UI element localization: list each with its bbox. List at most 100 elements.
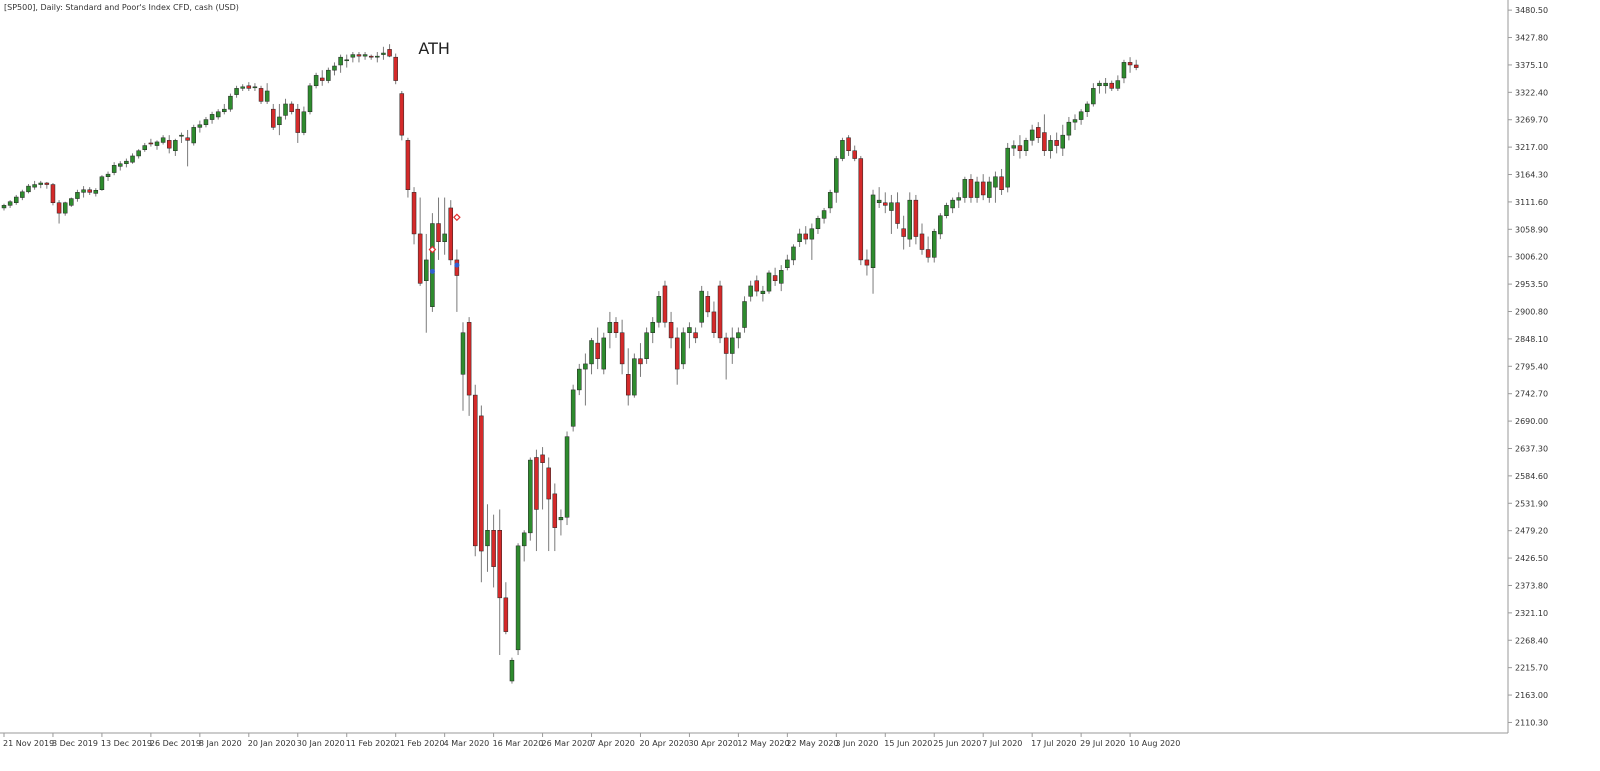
y-tick-label: 3427.80 xyxy=(1515,34,1548,43)
candle-bear xyxy=(852,150,857,159)
y-tick-label: 2531.90 xyxy=(1515,499,1548,508)
candle-bear xyxy=(50,184,56,203)
candle-bear xyxy=(185,137,190,141)
candle-bear xyxy=(717,285,723,339)
candle-bear xyxy=(319,77,325,81)
candle-bear xyxy=(1036,127,1041,139)
y-tick-label: 2373.80 xyxy=(1515,581,1548,590)
candle-bear xyxy=(405,140,411,190)
candle-bear xyxy=(466,322,472,396)
candle-bull xyxy=(962,179,968,198)
candle-bull xyxy=(570,389,576,427)
x-tick-label: 20 Jan 2020 xyxy=(248,739,296,748)
candle-bull xyxy=(375,55,380,58)
candle-bull xyxy=(993,176,998,188)
y-tick-label: 2321.10 xyxy=(1515,609,1548,618)
y-tick-label: 2900.80 xyxy=(1515,307,1548,316)
candle-bull xyxy=(650,322,655,333)
candle-bear xyxy=(858,158,864,261)
x-tick-label: 20 Apr 2020 xyxy=(639,739,688,748)
candle-bull xyxy=(69,198,74,206)
candle-bull xyxy=(834,158,839,193)
candle-bear xyxy=(968,179,974,198)
candle-bear xyxy=(638,358,643,365)
candle-bull xyxy=(687,327,692,333)
candle-bull xyxy=(760,290,766,294)
candle-bear xyxy=(1042,132,1047,152)
candle-bear xyxy=(393,56,398,81)
x-tick-label: 30 Apr 2020 xyxy=(688,739,737,748)
candle-bull xyxy=(1,205,7,209)
candle-bear xyxy=(491,530,496,567)
candle-bull xyxy=(1121,62,1127,79)
x-tick-label: 29 Jul 2020 xyxy=(1080,739,1125,748)
candle-bull xyxy=(173,140,178,152)
y-tick-label: 2848.10 xyxy=(1515,335,1548,344)
candle-bull xyxy=(944,205,949,216)
candle-bull xyxy=(32,184,37,188)
candle-bull xyxy=(809,228,815,240)
x-tick-label: 25 Jun 2020 xyxy=(933,739,981,748)
candle-bear xyxy=(1017,145,1023,152)
candle-bull xyxy=(20,191,25,198)
candle-bull xyxy=(62,202,68,214)
candle-bull xyxy=(350,54,356,58)
candle-bull xyxy=(632,358,637,396)
candle-bear xyxy=(864,259,870,266)
candle-bear xyxy=(417,233,423,284)
candle-bull xyxy=(815,218,821,229)
y-tick-label: 2584.60 xyxy=(1515,472,1548,481)
candle-bear xyxy=(613,322,619,333)
candle-bull xyxy=(907,199,913,240)
x-tick-label: 7 Jul 2020 xyxy=(982,739,1022,748)
candle-bull xyxy=(577,368,582,391)
candle-bear xyxy=(289,103,294,113)
candle-bull xyxy=(931,231,937,258)
candle-bull xyxy=(124,160,129,165)
y-tick-label: 2215.70 xyxy=(1515,664,1548,673)
y-tick-label: 2795.40 xyxy=(1515,362,1548,371)
candle-bull xyxy=(607,322,613,333)
y-tick-label: 2479.20 xyxy=(1515,527,1548,536)
x-tick-label: 17 Jul 2020 xyxy=(1031,739,1076,748)
candle-bear xyxy=(56,202,62,214)
y-tick-label: 3375.10 xyxy=(1515,61,1548,70)
candle-bull xyxy=(430,223,435,307)
candle-bull xyxy=(301,111,307,133)
candle-bull xyxy=(564,436,570,518)
x-tick-label: 26 Dec 2019 xyxy=(150,739,201,748)
candle-bull xyxy=(889,202,894,211)
candle-bull xyxy=(191,127,196,144)
candle-bear xyxy=(919,233,925,250)
x-tick-label: 30 Jan 2020 xyxy=(297,739,345,748)
candle-bull xyxy=(509,659,515,682)
candle-bull xyxy=(938,215,943,235)
x-tick-label: 13 Dec 2019 xyxy=(101,739,152,748)
candle-bull xyxy=(111,165,117,173)
candle-bear xyxy=(87,189,92,193)
candle-bear xyxy=(1133,64,1139,68)
candle-bull xyxy=(442,233,447,242)
candle-bull xyxy=(1091,88,1096,105)
candle-bull xyxy=(1115,80,1121,89)
candle-bull xyxy=(234,88,239,95)
candle-bear xyxy=(148,142,154,145)
x-tick-label: 7 Apr 2020 xyxy=(591,739,635,748)
x-tick-label: 3 Jun 2020 xyxy=(835,739,878,748)
candle-bear xyxy=(693,332,698,339)
x-tick-label: 10 Aug 2020 xyxy=(1129,739,1180,748)
candle-bull xyxy=(332,65,337,71)
blue-dot-marker xyxy=(429,268,435,274)
candle-bull xyxy=(987,181,992,198)
candle-bull xyxy=(197,124,203,128)
y-tick-label: 3480.50 xyxy=(1515,6,1548,15)
candle-bull xyxy=(228,95,233,110)
candle-bull xyxy=(515,545,521,651)
candle-bear xyxy=(803,233,808,240)
candle-bull xyxy=(26,185,31,193)
candle-bull xyxy=(118,163,123,167)
candle-bull xyxy=(1072,119,1078,123)
y-tick-label: 3217.00 xyxy=(1515,143,1548,152)
y-tick-label: 3058.90 xyxy=(1515,225,1548,234)
